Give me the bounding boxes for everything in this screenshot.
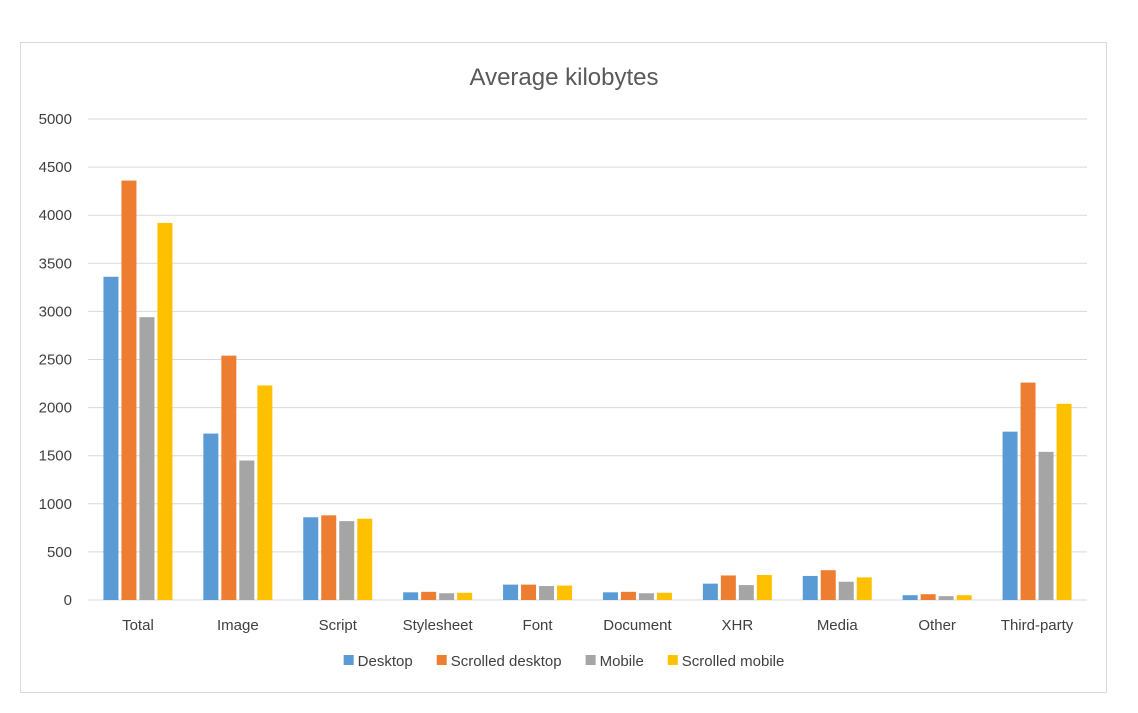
gridlines [88, 118, 1087, 601]
bar-scrolled-mobile [157, 222, 173, 600]
bar-scrolled-mobile [457, 592, 473, 600]
y-tick-label: 500 [47, 544, 72, 561]
bar-scrolled-desktop [221, 355, 237, 600]
chart-title: Average kilobytes [470, 64, 659, 91]
x-axis-ticks: Total Image Script Stylesheet Font Document XH… [122, 617, 1074, 634]
bar-mobile [439, 593, 455, 600]
bar-scrolled-desktop [620, 591, 636, 600]
x-tick-label: Total [122, 617, 154, 634]
bar-mobile [239, 460, 255, 600]
legend: Desktop Scrolled desktop Mobile Scrolled mo… [343, 653, 785, 670]
bar-desktop [403, 592, 419, 600]
bars [103, 180, 1072, 600]
bar-scrolled-desktop [321, 515, 337, 600]
bar-desktop [1002, 431, 1018, 600]
y-tick-label: 1500 [39, 448, 72, 465]
y-tick-label: 4000 [39, 207, 72, 224]
x-tick-label: Stylesheet [403, 617, 474, 634]
bar-scrolled-mobile [856, 577, 872, 600]
y-tick-label: 5000 [39, 111, 72, 128]
bar-desktop [602, 592, 618, 600]
legend-swatch [436, 655, 447, 665]
bar-scrolled-mobile [357, 518, 373, 600]
bar-desktop [702, 583, 718, 600]
bar-scrolled-desktop [421, 591, 437, 600]
bar-mobile [139, 317, 155, 600]
bar-scrolled-desktop [720, 575, 736, 600]
bar-scrolled-desktop [121, 180, 137, 600]
x-tick-label: XHR [722, 617, 754, 634]
legend-item: Mobile [585, 653, 644, 670]
bar-scrolled-mobile [557, 585, 573, 600]
y-tick-label: 3000 [39, 303, 72, 320]
y-tick-label: 1000 [39, 496, 72, 513]
y-tick-label: 3500 [39, 255, 72, 272]
legend-item: Scrolled desktop [436, 653, 562, 670]
bar-desktop [902, 595, 918, 600]
bar-scrolled-mobile [756, 574, 772, 600]
x-tick-label: Media [817, 617, 859, 634]
bar-desktop [203, 433, 219, 600]
legend-swatch [667, 655, 678, 665]
legend-label: Scrolled mobile [682, 653, 785, 670]
bar-mobile [339, 521, 355, 600]
x-tick-label: Third-party [1001, 617, 1074, 634]
bar-mobile [539, 586, 555, 600]
bar-mobile [938, 596, 954, 600]
bar-mobile [738, 585, 754, 600]
bar-mobile [1038, 451, 1054, 600]
x-tick-label: Font [523, 617, 554, 634]
bar-desktop [802, 575, 818, 600]
legend-swatch [343, 655, 354, 665]
legend-label: Scrolled desktop [451, 653, 562, 670]
bar-scrolled-mobile [956, 595, 972, 600]
bar-scrolled-desktop [1020, 382, 1036, 600]
bar-scrolled-mobile [656, 592, 672, 600]
x-tick-label: Image [217, 617, 259, 634]
y-tick-label: 0 [64, 592, 72, 609]
bar-mobile [638, 593, 654, 600]
y-axis-ticks: 0 500 1000 1500 2000 2500 3000 3500 4000 4500 5000 [39, 111, 72, 609]
chart-frame [20, 42, 1107, 693]
bar-desktop [103, 276, 119, 600]
legend-item: Desktop [343, 653, 413, 670]
bar-scrolled-mobile [257, 385, 273, 600]
bar-scrolled-mobile [1056, 403, 1072, 600]
legend-item: Scrolled mobile [667, 653, 785, 670]
bar-scrolled-desktop [521, 584, 537, 600]
bar-mobile [838, 581, 854, 600]
x-tick-label: Other [918, 617, 956, 634]
x-tick-label: Document [603, 617, 672, 634]
bar-scrolled-desktop [820, 570, 836, 600]
x-tick-label: Script [319, 617, 358, 634]
y-tick-label: 2000 [39, 400, 72, 417]
bar-scrolled-desktop [920, 594, 936, 600]
bar-desktop [503, 584, 519, 600]
legend-label: Desktop [358, 653, 413, 670]
y-tick-label: 4500 [39, 159, 72, 176]
y-tick-label: 2500 [39, 352, 72, 369]
bar-desktop [303, 517, 319, 600]
legend-swatch [585, 655, 596, 665]
legend-label: Mobile [600, 653, 644, 670]
